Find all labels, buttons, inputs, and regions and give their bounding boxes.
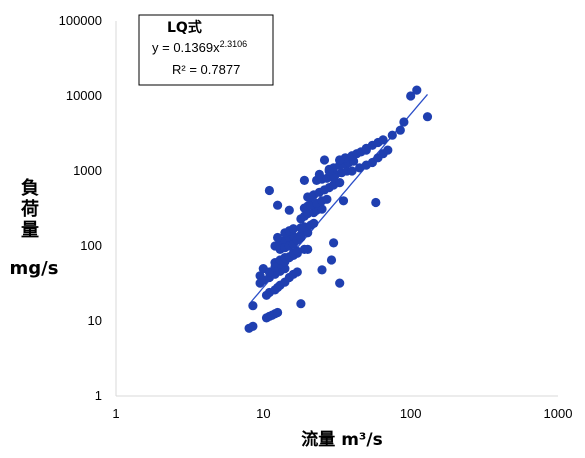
data-point [284,205,294,215]
data-point [288,224,298,234]
legend-title: LQ式 [167,19,202,36]
x-axis-label: 流量 m³/s [301,429,382,450]
data-point [329,172,339,183]
data-point [347,166,357,176]
data-point [292,267,302,277]
data-point [335,155,345,165]
legend-frame [138,14,274,86]
data-point [383,145,393,155]
data-point [317,265,327,275]
data-point [264,185,274,196]
data-point [292,246,302,256]
x-tick-label: 1 [112,406,119,421]
legend-r-squared: R² = 0.7877 [172,62,240,77]
data-point [273,307,283,318]
data-point [319,155,330,165]
x-tick-label: 100 [400,406,422,421]
data-point [296,232,306,243]
data-point [399,117,409,127]
data-point [406,91,416,101]
legend-box: LQ式 y = 0.1369x2.3106 R² = 0.7877 [138,14,274,86]
data-point [273,200,283,210]
data-point [395,125,405,135]
data-point [317,204,327,214]
data-point [299,175,309,185]
data-point [309,218,319,228]
data-point [326,255,337,265]
y-tick-label: 100000 [59,13,102,28]
x-tick-labels: 1 10 100 1000 [112,406,572,421]
legend-equation: y = 0.1369x2.3106 [152,39,247,55]
y-tick-label: 100 [80,238,102,253]
y-tick-label: 1 [95,388,102,403]
y-tick-label: 1000 [73,163,102,178]
data-point [273,232,283,243]
data-point [335,178,345,188]
y-axis-label-char-3: 量 [21,219,39,241]
data-point [378,135,388,145]
y-tick-labels: 1 10 100 1000 10000 100000 [59,13,102,403]
legend-equation-base: y = 0.1369x [152,40,220,55]
data-point [322,194,332,204]
data-point [387,130,397,140]
data-point [314,169,324,179]
data-point [296,299,306,309]
y-tick-label: 10000 [66,88,102,103]
y-axis-label-char-2: 荷 [21,198,39,220]
x-tick-label: 1000 [544,406,573,421]
data-point [412,85,422,95]
data-point [248,301,258,311]
data-point [335,278,345,288]
y-tick-label: 10 [88,313,102,328]
data-point [338,196,349,206]
data-point [329,238,339,248]
legend-equation-exponent: 2.3106 [220,39,248,49]
data-point [248,321,258,331]
data-points [244,85,433,333]
data-point [303,244,313,254]
y-axis-label-unit: mg/s [10,258,59,279]
data-point [306,192,316,202]
data-point [422,112,433,122]
data-point [371,197,381,208]
y-axis-label-char-1: 負 [21,177,39,199]
x-tick-label: 10 [256,406,270,421]
data-point [324,166,334,176]
